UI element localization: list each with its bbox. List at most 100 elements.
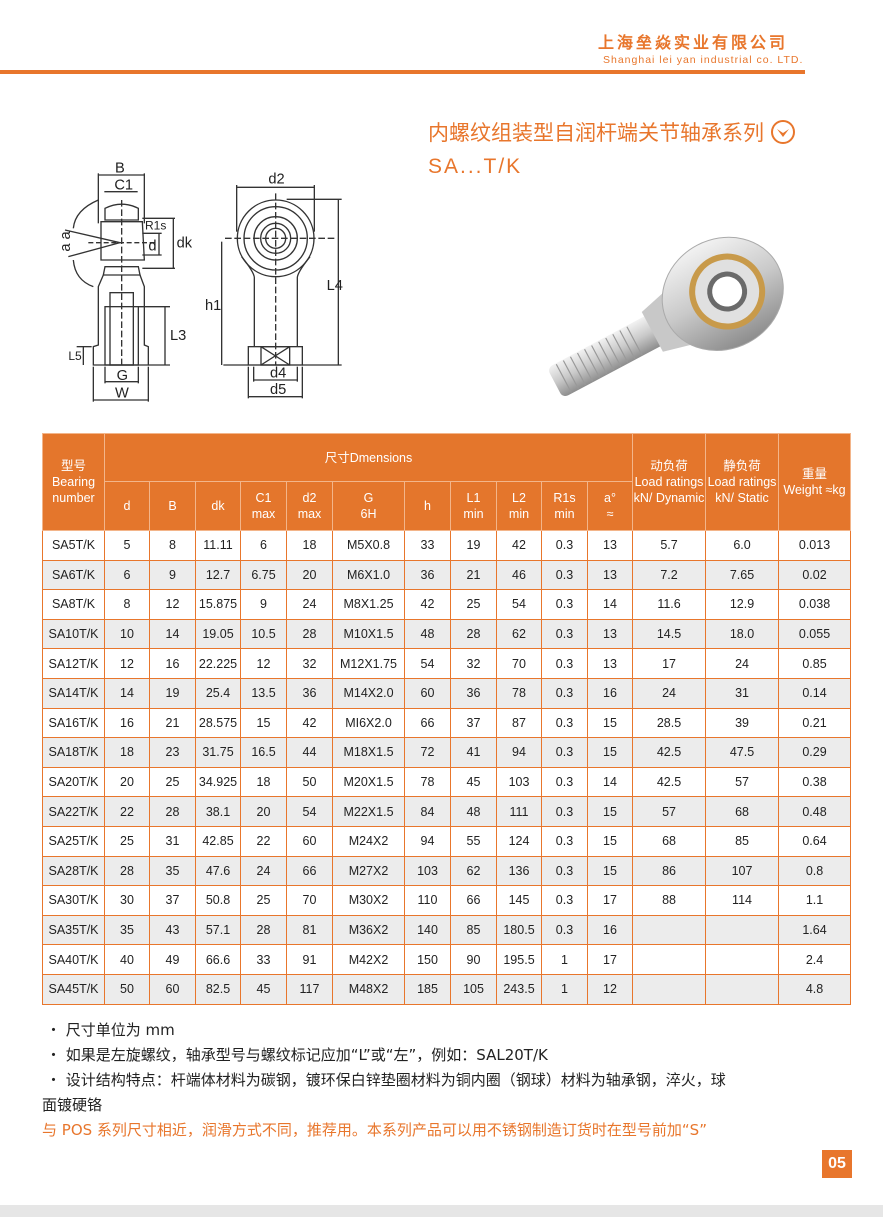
table-cell: 90 [450, 944, 497, 975]
table-cell: 0.038 [778, 589, 852, 620]
table-cell: MI6X2.0 [332, 707, 405, 739]
table-cell: 22 [240, 825, 287, 857]
table-cell: 38.1 [195, 796, 241, 827]
table-cell: 13.5 [240, 677, 287, 709]
table-cell: 86 [632, 855, 707, 887]
table-row: SA30T/K 30 37 50.8 25 70 M30X2 110 66 145 0.3 17 88 1… [42, 885, 852, 916]
table-cell: 17 [586, 944, 634, 975]
table-cell: 19 [450, 530, 497, 561]
label-B: B [115, 161, 125, 177]
table-cell: 12.9 [705, 589, 780, 620]
table-cell [632, 973, 707, 1005]
table-cell: 18 [286, 530, 333, 561]
table-cell: 24 [240, 855, 287, 887]
page-number: 05 [822, 1150, 852, 1178]
label-L4: L4 [327, 278, 343, 294]
table-cell: 9 [240, 589, 287, 620]
table-cell: 43 [149, 914, 196, 946]
table-cell: SA45T/K [42, 973, 105, 1005]
table-cell: 195.5 [496, 944, 542, 975]
specification-table: 型号 Bearing number 尺寸Dmensions 动负荷 Load rati… [42, 433, 852, 1005]
table-cell: 94 [496, 737, 542, 768]
table-cell: 25.4 [195, 677, 241, 709]
table-cell: SA20T/K [42, 766, 105, 798]
table-cell: 14 [104, 677, 150, 709]
table-cell: 0.8 [778, 855, 852, 887]
table-cell: 18.0 [705, 618, 780, 650]
table-cell: SA6T/K [42, 559, 105, 591]
table-cell: 32 [450, 648, 497, 679]
table-cell: 15 [586, 855, 634, 887]
label-W: W [115, 385, 129, 401]
table-cell: 15.875 [195, 589, 241, 620]
note-design-cont: 面镀硬铬 [42, 1096, 103, 1114]
table-cell: 1.64 [778, 914, 852, 946]
table-cell: 12 [586, 973, 634, 1005]
table-cell: 0.013 [778, 530, 852, 561]
table-cell: 21 [450, 559, 497, 591]
table-cell: 85 [450, 914, 497, 946]
table-cell: 36 [450, 677, 497, 709]
table-cell: 72 [404, 737, 451, 768]
table-cell: 140 [404, 914, 451, 946]
table-cell: 47.6 [195, 855, 241, 887]
col-a: a° ≈ [586, 481, 634, 531]
col-c1: C1 max [240, 481, 287, 531]
table-cell: 25 [149, 766, 196, 798]
table-cell: SA12T/K [42, 648, 105, 679]
table-row: SA20T/K 20 25 34.925 18 50 M20X1.5 78 45 103 0.3 14… [42, 766, 852, 798]
table-cell: 41 [450, 737, 497, 768]
table-cell [705, 973, 780, 1005]
table-cell: 54 [404, 648, 451, 679]
col-d2: d2 max [286, 481, 333, 531]
table-cell: 47.5 [705, 737, 780, 768]
table-cell: 66.6 [195, 944, 241, 975]
label-R1s: R1s [145, 218, 166, 232]
table-cell: 42.85 [195, 825, 241, 857]
table-cell: 6.0 [705, 530, 780, 561]
table-cell: 31 [705, 677, 780, 709]
table-cell: 7.65 [705, 559, 780, 591]
table-cell: 49 [149, 944, 196, 975]
label-L3: L3 [170, 328, 186, 344]
table-cell: 16 [149, 648, 196, 679]
table-cell: SA18T/K [42, 737, 105, 768]
col-l2: L2 min [496, 481, 542, 531]
table-cell: 1 [541, 944, 588, 975]
table-cell: 0.3 [541, 618, 588, 650]
table-cell: M42X2 [332, 944, 405, 975]
table-cell: 12.7 [195, 559, 241, 591]
table-cell: M20X1.5 [332, 766, 405, 798]
table-cell: SA40T/K [42, 944, 105, 975]
table-cell: 48 [450, 796, 497, 827]
table-cell: 91 [286, 944, 333, 975]
table-cell: SA28T/K [42, 855, 105, 887]
table-cell: 0.38 [778, 766, 852, 798]
front-view [221, 185, 342, 399]
table-cell: 57 [705, 766, 780, 798]
table-cell: 22 [104, 796, 150, 827]
col-l1: L1 min [450, 481, 497, 531]
table-cell: 0.3 [541, 648, 588, 679]
table-cell: 87 [496, 707, 542, 739]
table-cell: M36X2 [332, 914, 405, 946]
label-d5: d5 [270, 382, 286, 398]
table-cell: 0.3 [541, 766, 588, 798]
table-cell: 0.3 [541, 885, 588, 916]
table-cell: 0.29 [778, 737, 852, 768]
table-cell: 12 [104, 648, 150, 679]
table-cell: 44 [286, 737, 333, 768]
label-aa: a a [58, 230, 74, 251]
table-cell: 25 [104, 825, 150, 857]
table-cell: SA35T/K [42, 914, 105, 946]
label-dk: dk [177, 235, 193, 251]
table-row: SA16T/K 16 21 28.575 15 42 MI6X2.0 66 37 87 0.3 15 2… [42, 707, 852, 739]
table-cell: 19.05 [195, 618, 241, 650]
table-cell: 185 [404, 973, 451, 1005]
table-cell: 6 [104, 559, 150, 591]
table-cell: 28 [240, 914, 287, 946]
table-cell: 14.5 [632, 618, 707, 650]
table-cell: 57.1 [195, 914, 241, 946]
table-cell: M18X1.5 [332, 737, 405, 768]
table-cell: 0.85 [778, 648, 852, 679]
